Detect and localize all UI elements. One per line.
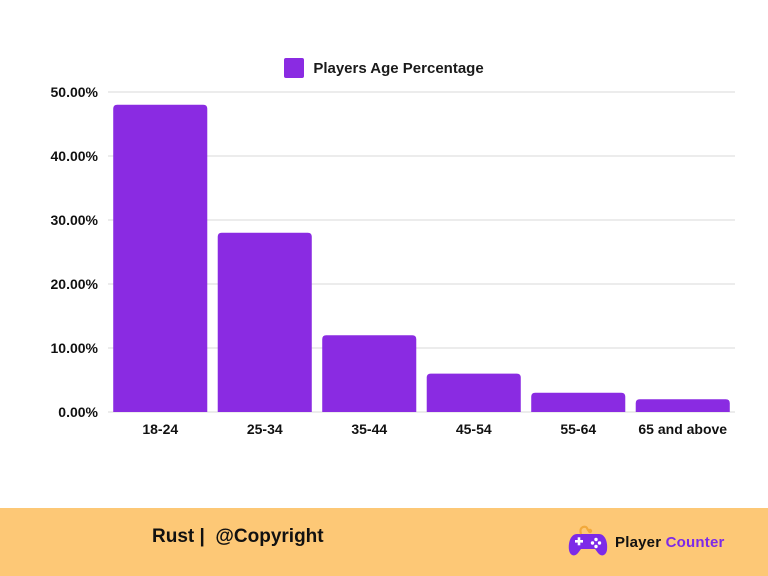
x-tick-label: 35-44	[351, 421, 387, 437]
chart-legend: Players Age Percentage	[0, 58, 768, 78]
y-tick-label: 50.00%	[51, 84, 99, 100]
x-tick-label: 55-64	[560, 421, 596, 437]
y-tick-label: 0.00%	[58, 404, 98, 420]
footer-banner: Rust | @Copyright Player Counter	[0, 508, 768, 576]
logo-text: Player Counter	[615, 534, 725, 551]
y-tick-label: 20.00%	[51, 276, 99, 292]
bar	[635, 399, 730, 412]
logo-word-player: Player	[615, 533, 662, 551]
y-tick-label: 30.00%	[51, 212, 99, 228]
footer-text: Rust | @Copyright	[152, 526, 324, 547]
bar	[531, 392, 626, 412]
y-tick-label: 40.00%	[51, 148, 99, 164]
logo-word-counter: Counter	[665, 533, 725, 551]
bar	[217, 232, 312, 412]
bar	[322, 335, 417, 412]
x-tick-label: 45-54	[456, 421, 492, 437]
player-counter-logo: Player Counter	[566, 524, 725, 560]
legend-label: Players Age Percentage	[313, 59, 484, 77]
x-tick-label: 25-34	[247, 421, 283, 437]
x-tick-label: 65 and above	[638, 421, 727, 437]
x-tick-label: 18-24	[142, 421, 178, 437]
y-tick-label: 10.00%	[51, 340, 99, 356]
bar	[113, 104, 208, 413]
chart-area: Players Age Percentage 0.00% 10.00% 20.00%…	[0, 58, 768, 437]
gamepad-icon	[568, 525, 608, 556]
bar	[426, 373, 521, 412]
bar-chart: 0.00% 10.00% 20.00% 30.00% 40.00% 50.00% 18-24…	[51, 84, 735, 437]
legend-swatch	[284, 58, 305, 78]
